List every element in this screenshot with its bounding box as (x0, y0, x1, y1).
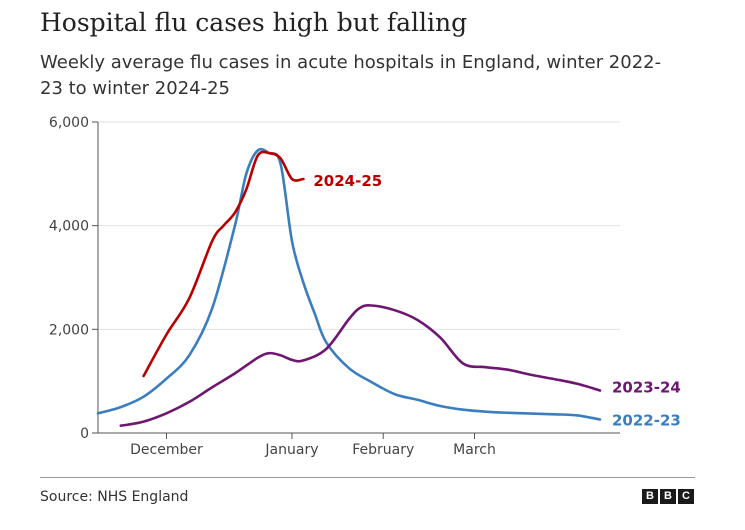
chart-title: Hospital flu cases high but falling (40, 8, 468, 37)
series-line-2023-24 (119, 304, 602, 427)
series-labels: 2022-23 2023-24 2024-25 (313, 172, 680, 430)
y-tick-label: 6,000 (49, 115, 89, 131)
bbc-logo-letter: B (642, 489, 658, 504)
bbc-logo: B B C (642, 489, 694, 504)
x-axis-ticks: December January February March (130, 433, 496, 458)
chart-subtitle: Weekly average flu cases in acute hospit… (40, 52, 662, 99)
x-tick-label: February (352, 442, 414, 458)
bbc-logo-letter: C (678, 489, 694, 504)
x-tick-label: December (130, 442, 203, 458)
series-line-2024-25 (142, 150, 305, 378)
series-label-2024-25: 2024-25 (313, 172, 382, 190)
source-note: Source: NHS England (40, 489, 189, 505)
series-label-2022-23: 2022-23 (612, 412, 681, 430)
line-chart: 0 2,000 4,000 6,000 December January February… (49, 115, 681, 458)
y-tick-label: 2,000 (49, 322, 89, 338)
y-tick-label: 4,000 (49, 219, 89, 235)
footer-divider (40, 477, 695, 478)
y-axis-ticks: 0 2,000 4,000 6,000 (49, 115, 98, 442)
series-line-2022-23 (96, 147, 602, 421)
x-tick-label: March (453, 442, 496, 458)
y-tick-label: 0 (80, 426, 89, 442)
gridlines (97, 121, 620, 434)
series-lines (96, 147, 602, 427)
bbc-logo-letter: B (660, 489, 676, 504)
x-tick-label: January (264, 442, 318, 458)
series-label-2023-24: 2023-24 (612, 378, 681, 396)
